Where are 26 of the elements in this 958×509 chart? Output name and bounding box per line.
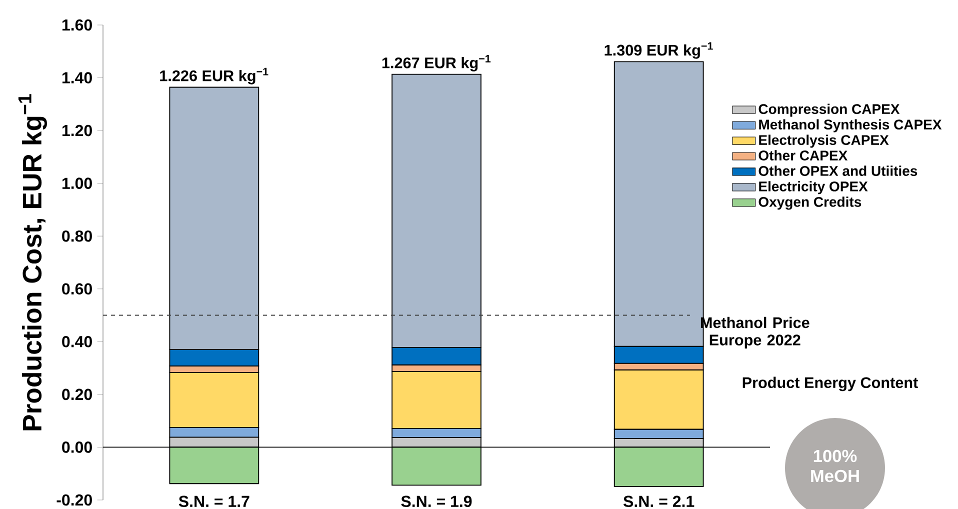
annotation: 1.309 EUR kg$^{−1}$ (604, 42, 713, 59)
legend-label: Electrolysis CAPEX (759, 134, 889, 148)
y-tick-label: -0.20 (56, 494, 92, 506)
legend-label: Oxygen Credits (758, 196, 862, 210)
x-tick-label: S.N. = 1.9 (401, 496, 472, 508)
y-tick-label: 1.00 (62, 178, 92, 189)
legend-label: Compression CAPEX (758, 104, 900, 117)
y-tick-label: 0.00 (62, 442, 92, 453)
legend-label: Other CAPEX (758, 150, 848, 160)
text: 100% MeOH (811, 450, 859, 482)
y-axis-title: Production Cost, EUR kg$^{−1}$ (18, 94, 47, 430)
legend-label: Methanol Synthesis CAPEX (759, 119, 942, 132)
legend-label: Electricity OPEX (759, 181, 868, 194)
annotation: 1.267 EUR kg$^{−1}$ (382, 54, 491, 72)
y-tick-label: 0.20 (62, 388, 92, 400)
x-tick-label: S.N. = 1.7 (178, 496, 250, 508)
y-tick-label: 1.40 (62, 72, 92, 84)
y-tick-label: 0.40 (62, 336, 92, 348)
y-tick-label: 0.80 (62, 230, 92, 242)
y-tick-label: 1.60 (62, 19, 92, 31)
legend-label: Other OPEX and Utiities (758, 166, 918, 176)
y-tick-label: 0.60 (62, 283, 92, 295)
x-tick-label: S.N. = 2.1 (623, 496, 694, 508)
text: Product Energy Content (742, 376, 918, 392)
annotation: 1.226 EUR kg$^{−1}$ (160, 68, 268, 84)
y-tick-label: 1.20 (62, 124, 92, 136)
